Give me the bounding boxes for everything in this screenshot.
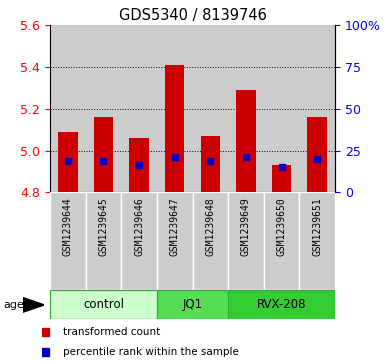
Text: GSM1239645: GSM1239645 xyxy=(99,197,109,256)
Bar xyxy=(121,25,157,192)
Bar xyxy=(300,25,335,192)
Bar xyxy=(50,192,85,290)
Text: GSM1239648: GSM1239648 xyxy=(205,197,215,256)
Bar xyxy=(50,25,85,192)
Bar xyxy=(121,192,157,290)
Text: GSM1239644: GSM1239644 xyxy=(63,197,73,256)
Text: GSM1239647: GSM1239647 xyxy=(170,197,180,256)
Text: percentile rank within the sample: percentile rank within the sample xyxy=(64,347,239,357)
Bar xyxy=(228,25,264,192)
Bar xyxy=(157,25,192,192)
Bar xyxy=(157,290,228,319)
Polygon shape xyxy=(23,298,44,312)
Text: JQ1: JQ1 xyxy=(182,298,203,311)
Bar xyxy=(165,65,184,192)
Bar xyxy=(192,25,228,192)
Text: GSM1239651: GSM1239651 xyxy=(312,197,322,256)
Bar xyxy=(85,192,121,290)
Bar xyxy=(236,90,256,192)
Text: agent: agent xyxy=(4,300,36,310)
Bar xyxy=(300,192,335,290)
Bar xyxy=(201,136,220,192)
Text: control: control xyxy=(83,298,124,311)
Text: transformed count: transformed count xyxy=(64,327,161,337)
Bar xyxy=(307,117,327,192)
Bar xyxy=(94,117,113,192)
Bar xyxy=(228,290,335,319)
Text: RVX-208: RVX-208 xyxy=(257,298,306,311)
Title: GDS5340 / 8139746: GDS5340 / 8139746 xyxy=(119,8,266,23)
Bar xyxy=(157,192,192,290)
Bar xyxy=(264,25,300,192)
Text: GSM1239649: GSM1239649 xyxy=(241,197,251,256)
Bar xyxy=(228,192,264,290)
Text: GSM1239646: GSM1239646 xyxy=(134,197,144,256)
Bar xyxy=(264,192,300,290)
Bar xyxy=(272,165,291,192)
Bar xyxy=(58,132,78,192)
Bar xyxy=(50,290,157,319)
Text: GSM1239650: GSM1239650 xyxy=(276,197,286,256)
Bar xyxy=(85,25,121,192)
Bar xyxy=(192,192,228,290)
Bar xyxy=(129,138,149,192)
